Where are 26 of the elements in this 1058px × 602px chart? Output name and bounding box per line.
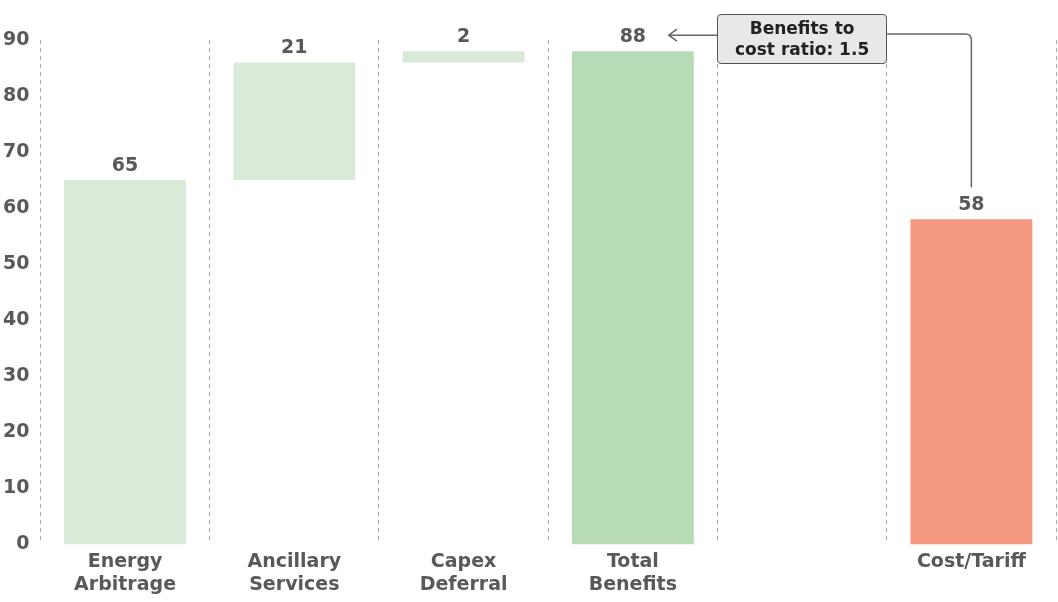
y-tick-label: 0 <box>16 531 30 554</box>
x-tick-label: Cost/Tariff <box>916 548 1027 571</box>
y-tick-label: 30 <box>2 363 30 386</box>
x-tick-label: Energy Arbitrage <box>74 548 177 594</box>
y-tick-label: 40 <box>2 307 30 330</box>
bar <box>64 180 186 545</box>
bar <box>402 51 525 63</box>
y-tick-label: 60 <box>2 195 30 218</box>
y-tick-label: 10 <box>2 475 30 498</box>
data-label: 65 <box>111 152 139 175</box>
x-tick-label: Capex Deferral <box>419 548 508 594</box>
data-label: 58 <box>958 191 985 214</box>
y-tick-label: 70 <box>2 139 30 162</box>
y-tick-label: 20 <box>2 419 30 442</box>
x-tick-label: Ancillary Services <box>247 548 342 594</box>
data-label: 2 <box>456 23 471 46</box>
x-tick-label: Total Benefits <box>588 548 677 594</box>
bar <box>233 62 356 181</box>
bar <box>910 219 1033 545</box>
y-tick-label: 90 <box>2 26 30 49</box>
bar <box>571 51 694 545</box>
data-label: 88 <box>619 23 647 46</box>
annotation: Benefits to cost ratio: 1.5 <box>717 14 888 64</box>
y-tick-label: 80 <box>2 82 30 105</box>
y-tick-label: 50 <box>2 251 30 274</box>
data-label: 21 <box>281 34 308 57</box>
